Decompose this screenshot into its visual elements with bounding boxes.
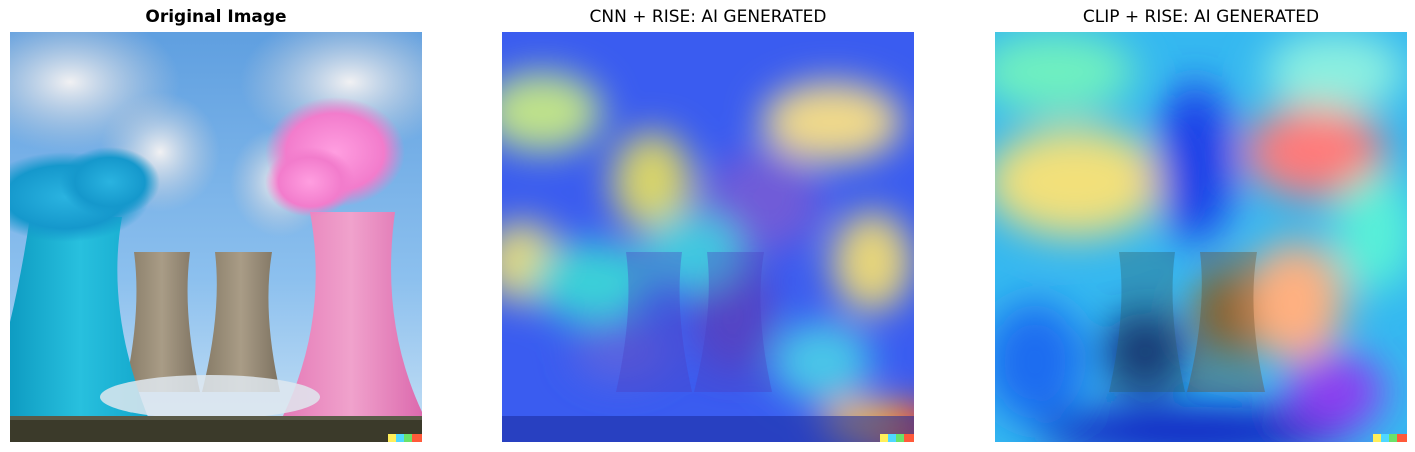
original-image-graphic: [10, 32, 422, 442]
clip-rise-saliency-image: [995, 32, 1407, 442]
panel-cnn-rise: CNN + RISE: AI GENERATED: [502, 0, 914, 452]
panel-title-clip-rise: CLIP + RISE: AI GENERATED: [1082, 7, 1320, 27]
cnn-rise-saliency-graphic: [502, 32, 914, 442]
panel-title-cnn-rise: CNN + RISE: AI GENERATED: [589, 7, 827, 27]
panel-clip-rise: CLIP + RISE: AI GENERATED: [995, 0, 1407, 452]
original-image: [10, 32, 422, 442]
panel-title-original: Original Image: [145, 7, 287, 27]
panel-original: Original Image: [10, 0, 422, 452]
cnn-rise-saliency-image: [502, 32, 914, 442]
clip-rise-saliency-graphic: [995, 32, 1407, 442]
